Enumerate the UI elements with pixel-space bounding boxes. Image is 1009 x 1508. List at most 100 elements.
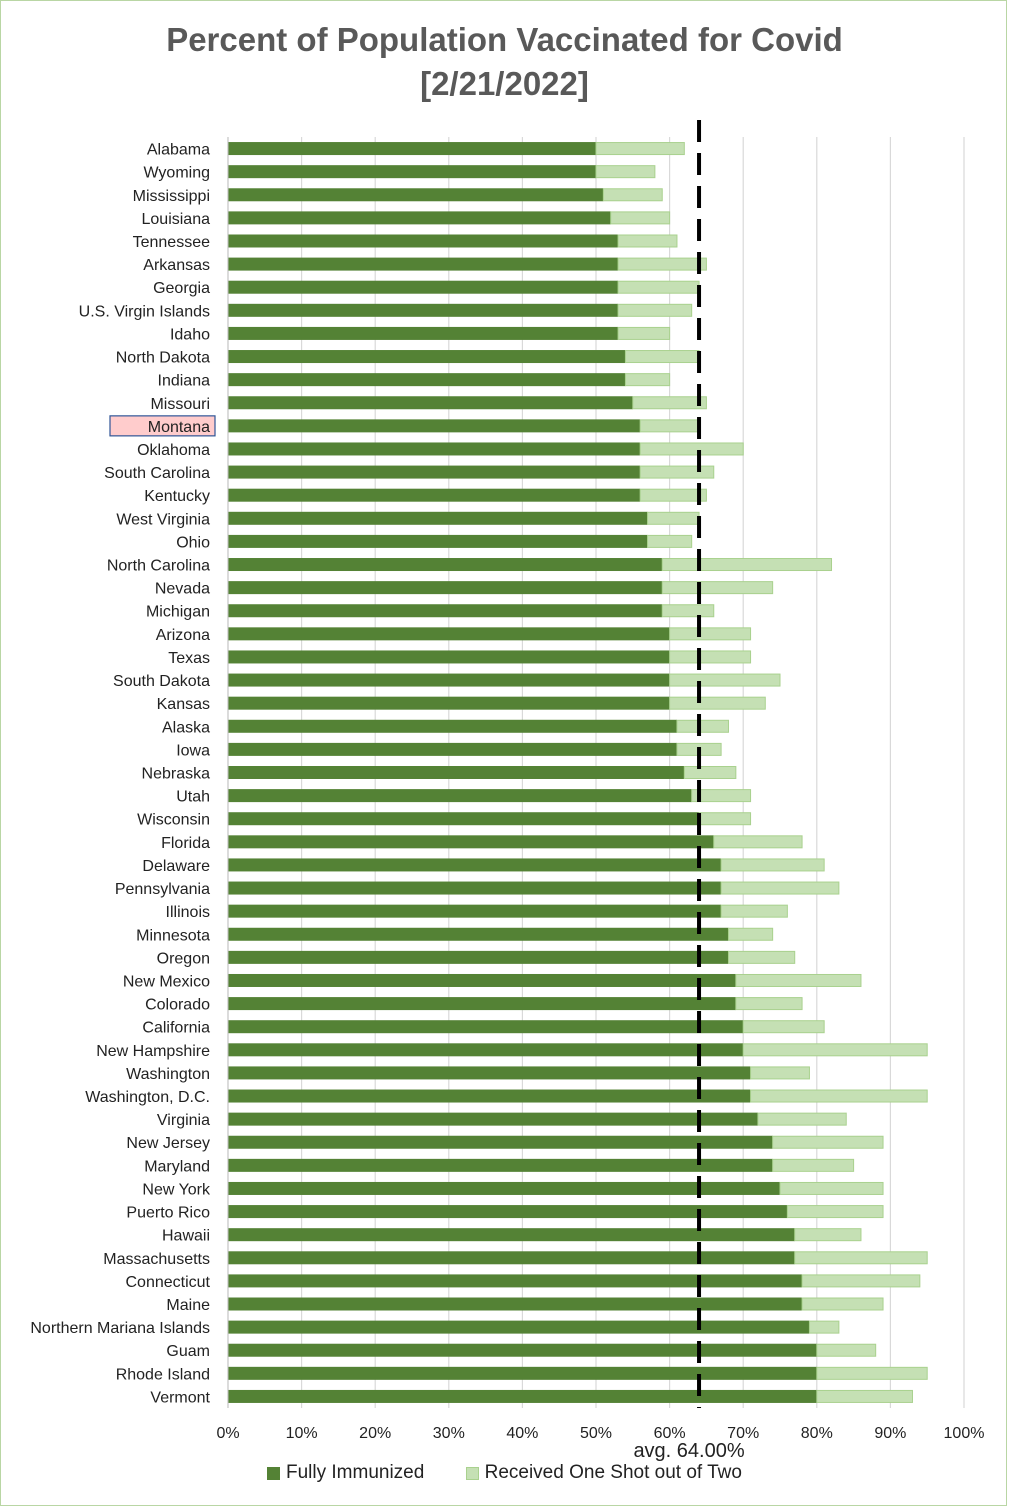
x-tick-label: 80%: [801, 1425, 833, 1442]
bar-one-shot: [742, 1043, 928, 1057]
category-label: Guam: [166, 1343, 210, 1360]
category-label: Minnesota: [136, 927, 210, 944]
bar-one-shot: [639, 465, 715, 479]
bar-fully-immunized: [228, 858, 722, 872]
category-label: Illinois: [166, 904, 210, 921]
bar-one-shot: [727, 950, 796, 964]
category-label: Texas: [168, 650, 210, 667]
bar-fully-immunized: [228, 165, 596, 179]
category-label: New Jersey: [126, 1135, 210, 1152]
bar-one-shot: [720, 904, 788, 918]
bar-fully-immunized: [228, 558, 663, 572]
category-label: North Dakota: [116, 350, 210, 367]
category-label: Missouri: [150, 396, 210, 413]
bar-fully-immunized: [228, 1181, 780, 1195]
bar-fully-immunized: [228, 581, 663, 595]
bar-fully-immunized: [228, 835, 714, 849]
legend-item-fully-immunized: Fully Immunized: [267, 1462, 424, 1484]
bar-one-shot: [639, 419, 700, 433]
bar-fully-immunized: [228, 188, 604, 202]
bar-fully-immunized: [228, 396, 633, 410]
category-label: Connecticut: [126, 1274, 211, 1291]
bar-one-shot: [720, 858, 825, 872]
bar-one-shot: [595, 165, 656, 179]
category-label: Pennsylvania: [115, 881, 210, 898]
bar-one-shot: [617, 280, 700, 294]
category-label: Michigan: [146, 604, 210, 621]
bar-fully-immunized: [228, 234, 619, 248]
category-label: Vermont: [150, 1389, 210, 1406]
legend-label-one-shot: Received One Shot out of Two: [484, 1462, 742, 1483]
category-label: Alaska: [162, 719, 210, 736]
category-label: Virginia: [157, 1112, 210, 1129]
chart-title: Percent of Population Vaccinated for Cov…: [166, 21, 843, 58]
bar-one-shot: [661, 581, 774, 595]
bar-fully-immunized: [228, 1066, 751, 1080]
x-tick-label: 50%: [580, 1425, 612, 1442]
bar-fully-immunized: [228, 904, 722, 918]
legend-swatch-fully-immunized: [267, 1466, 280, 1480]
bar-one-shot: [698, 812, 752, 826]
bar-one-shot: [691, 789, 752, 803]
bar-one-shot: [639, 442, 744, 456]
bar-fully-immunized: [228, 442, 641, 456]
bar-fully-immunized: [228, 650, 670, 664]
bar-fully-immunized: [228, 1297, 803, 1311]
bar-fully-immunized: [228, 696, 670, 710]
bar-fully-immunized: [228, 488, 641, 502]
bar-fully-immunized: [228, 881, 722, 895]
bar-fully-immunized: [228, 1089, 751, 1103]
bar-fully-immunized: [228, 373, 626, 387]
bar-one-shot: [617, 326, 671, 340]
category-label: Rhode Island: [116, 1366, 210, 1383]
bar-fully-immunized: [228, 280, 619, 294]
category-label: South Dakota: [113, 673, 210, 690]
category-label: Wyoming: [143, 165, 210, 182]
category-label: Indiana: [158, 373, 211, 390]
x-tick-label: 30%: [433, 1425, 465, 1442]
bar-one-shot: [617, 234, 678, 248]
bar-fully-immunized: [228, 1343, 817, 1357]
bar-one-shot: [794, 1228, 862, 1242]
bar-one-shot: [617, 257, 707, 271]
bar-fully-immunized: [228, 303, 619, 317]
x-tick-label: 0%: [216, 1425, 239, 1442]
category-label: New Mexico: [123, 973, 210, 990]
category-label: Montana: [148, 419, 210, 436]
bar-fully-immunized: [228, 789, 692, 803]
chart-title-block: Percent of Population Vaccinated for Cov…: [0, 18, 1009, 106]
bar-one-shot: [669, 627, 752, 641]
bar-fully-immunized: [228, 812, 700, 826]
bar-one-shot: [772, 1158, 855, 1172]
bar-fully-immunized: [228, 1043, 744, 1057]
bar-one-shot: [713, 835, 803, 849]
category-label: North Carolina: [107, 558, 210, 575]
bar-fully-immunized: [228, 1228, 795, 1242]
bar-fully-immunized: [228, 1274, 803, 1288]
bar-one-shot: [742, 1020, 825, 1034]
bar-one-shot: [750, 1066, 810, 1080]
category-label: Delaware: [142, 858, 210, 875]
bar-fully-immunized: [228, 997, 736, 1011]
bar-one-shot: [779, 1181, 884, 1195]
category-label: Arizona: [156, 627, 210, 644]
category-label: Hawaii: [162, 1228, 210, 1245]
bar-fully-immunized: [228, 673, 670, 687]
category-label: Iowa: [176, 742, 210, 759]
bar-one-shot: [816, 1389, 913, 1403]
category-label: Oregon: [157, 950, 210, 967]
legend-swatch-one-shot: [465, 1466, 479, 1480]
category-label: Oklahoma: [137, 442, 210, 459]
bar-one-shot: [757, 1112, 847, 1126]
category-label: U.S. Virgin Islands: [79, 303, 210, 320]
category-label: Ohio: [176, 534, 210, 551]
category-label: California: [142, 1020, 210, 1037]
x-tick-label: 90%: [874, 1425, 906, 1442]
category-label: Idaho: [170, 326, 210, 343]
category-label: Colorado: [145, 997, 210, 1014]
category-label: Massachusetts: [103, 1251, 210, 1268]
bar-fully-immunized: [228, 1251, 795, 1265]
highlight-box: [109, 415, 216, 437]
category-label: Mississippi: [133, 188, 210, 205]
bar-one-shot: [816, 1343, 877, 1357]
